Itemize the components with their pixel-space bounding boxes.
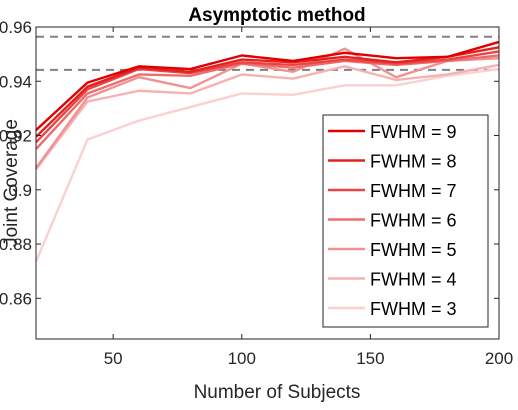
legend-label-4: FWHM = 6 [370, 211, 457, 231]
x-axis-label: Number of Subjects [194, 382, 361, 403]
series-line-1 [35, 40, 500, 131]
axes-box [35, 26, 500, 340]
legend-label-6: FWHM = 4 [370, 270, 457, 290]
legend-label-1: FWHM = 9 [370, 122, 457, 142]
chart-title: Asymptotic method [188, 5, 365, 26]
series-line-7 [34, 67, 500, 263]
legend: FWHM = 9 FWHM = 8 FWHM = 7 FWHM = 6 FWHM = 5… [322, 114, 489, 328]
series-line-6 [35, 63, 500, 171]
x-tick-label-200: 200 [485, 349, 513, 368]
y-tick-label-4: 0.92 [0, 127, 32, 146]
x-tick-label-50: 50 [104, 349, 123, 368]
series-line-3 [35, 50, 500, 144]
plot-area: 50 100 150 200 0.86 0.88 0.9 0.92 0.94 0.96 [0, 18, 513, 368]
legend-label-3: FWHM = 7 [370, 181, 457, 201]
y-tick-label-3: 0.9 [8, 181, 32, 200]
series-line-2 [35, 46, 500, 138]
legend-label-5: FWHM = 5 [370, 240, 457, 260]
x-tick-label-100: 100 [228, 349, 256, 368]
y-tick-label-1: 0.86 [0, 289, 32, 308]
y-tick-label-2: 0.88 [0, 235, 32, 254]
y-tick-label-6: 0.96 [0, 18, 32, 37]
x-tick-label-150: 150 [356, 349, 384, 368]
series-line-5 [35, 47, 500, 169]
legend-label-7: FWHM = 3 [370, 299, 457, 319]
y-axis-label: Joint Coverage [1, 119, 22, 247]
y-tick-label-5: 0.94 [0, 72, 32, 91]
legend-label-2: FWHM = 8 [370, 152, 457, 172]
legend-box [322, 114, 489, 328]
series-line-4 [35, 54, 500, 150]
